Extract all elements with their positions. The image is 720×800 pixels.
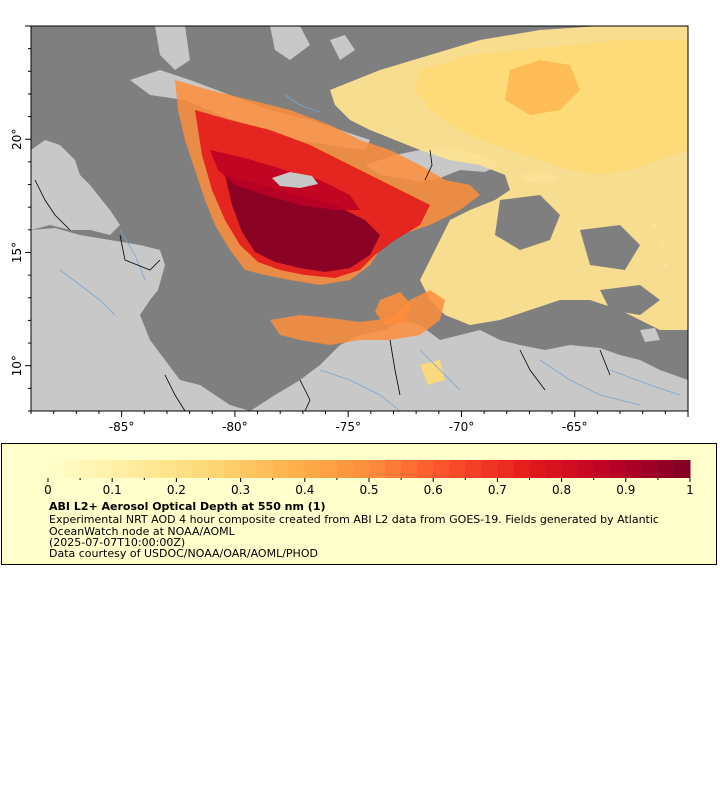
legend-description: Experimental NRT AOD 4 hour composite cr… [49,513,659,538]
colorbar-bin [272,460,290,478]
colorbar-tick-label: 0.6 [424,483,443,497]
land-central-america [31,228,250,411]
colorbar-bin [224,460,242,478]
colorbar-bin [64,460,81,478]
colorbar-bin [144,460,161,478]
x-tick-label: -70° [449,420,475,434]
y-axis: 20° 15° 10° [10,25,31,412]
aod-peak-region [225,175,380,272]
y-tick-label: 20° [10,129,24,150]
colorbar-bin [336,460,354,478]
colorbar-bin [160,460,177,478]
colorbar-bin [673,460,691,478]
colorbar-bin [96,460,113,478]
colorbar-ticks: 0 0.1 0.2 0.3 0.4 0.5 0.6 0.7 0.8 0.9 1 [44,478,694,497]
colorbar-bin [513,460,530,478]
colorbar-bin [481,460,498,478]
colorbar-bin [176,460,193,478]
colorbar-tick-label: 0.2 [167,483,186,497]
legend-panel: 0 0.1 0.2 0.3 0.4 0.5 0.6 0.7 0.8 0.9 1 ABI L2+ Ae… [1,443,717,565]
colorbar-bin [352,460,370,478]
colorbar-bin [609,460,627,478]
colorbar-bin [369,460,386,478]
map-frame [30,25,689,412]
colorbar-tick-label: 0.8 [552,483,571,497]
aod-field [175,26,688,385]
land-florida [155,26,190,70]
colorbar-bin [641,460,659,478]
colorbar-tick-label: 0.4 [295,483,314,497]
colorbar-bin [417,460,434,478]
colorbar-bin [577,460,595,478]
x-tick-label: -80° [222,420,248,434]
colorbar-bin [192,460,209,478]
colorbar-bin [256,460,274,478]
legend-date: (2025-07-07T10:00:00Z) [49,536,186,549]
colorbar-bin [593,460,611,478]
colorbar-bin [48,460,65,478]
y-tick-label: 15° [10,242,24,263]
colorbar-bin [465,460,482,478]
colorbar-bins [48,460,691,478]
colorbar-bin [561,460,579,478]
colorbar-bin [657,460,675,478]
colorbar-bin [497,460,514,478]
map-canvas[interactable]: -85° -80° -75° -70° -65° 20° 15° 10° [0,0,720,440]
colorbar-bin [449,460,466,478]
x-axis: -85° -80° -75° -70° -65° [30,411,689,434]
y-tick-label: 10° [10,355,24,376]
aod-south-strip [270,290,445,345]
colorbar-bin [320,460,338,478]
x-tick-label: -85° [109,420,135,434]
colorbar-bin [545,460,563,478]
river-layer [59,94,681,411]
colorbar-bin [625,460,643,478]
colorbar-tick-label: 0.7 [488,483,507,497]
colorbar-bin [80,460,97,478]
colorbar-bin [288,460,306,478]
colorbar-bin [128,460,145,478]
colorbar-tick-label: 0 [44,483,52,497]
colorbar-tick-label: 0.3 [231,483,250,497]
legend-title: ABI L2+ Aerosol Optical Depth at 550 nm … [49,500,326,513]
colorbar-tick-label: 1 [686,483,694,497]
colorbar-tick-label: 0.1 [103,483,122,497]
x-tick-label: -65° [562,420,588,434]
colorbar-bin [208,460,226,478]
colorbar-bin [529,460,547,478]
colorbar: 0 0.1 0.2 0.3 0.4 0.5 0.6 0.7 0.8 0.9 1 [44,460,694,497]
legend-credit: Data courtesy of USDOC/NOAA/OAR/AOML/PHO… [49,547,318,560]
land-bahamas [270,26,310,60]
aod-map[interactable]: -85° -80° -75° -70° -65° 20° 15° 10° [0,0,720,440]
colorbar-tick-label: 0.5 [359,483,378,497]
land-south-america [250,320,688,411]
colorbar-bin [240,460,258,478]
colorbar-bin [112,460,129,478]
land-trinidad [640,328,660,342]
colorbar-bin [385,460,402,478]
colorbar-bin [433,460,450,478]
colorbar-bin [401,460,418,478]
colorbar-tick-label: 0.9 [616,483,635,497]
colorbar-bin [304,460,322,478]
border-layer [34,149,611,411]
land-mexico-yucatan [31,140,120,235]
x-tick-label: -75° [335,420,361,434]
